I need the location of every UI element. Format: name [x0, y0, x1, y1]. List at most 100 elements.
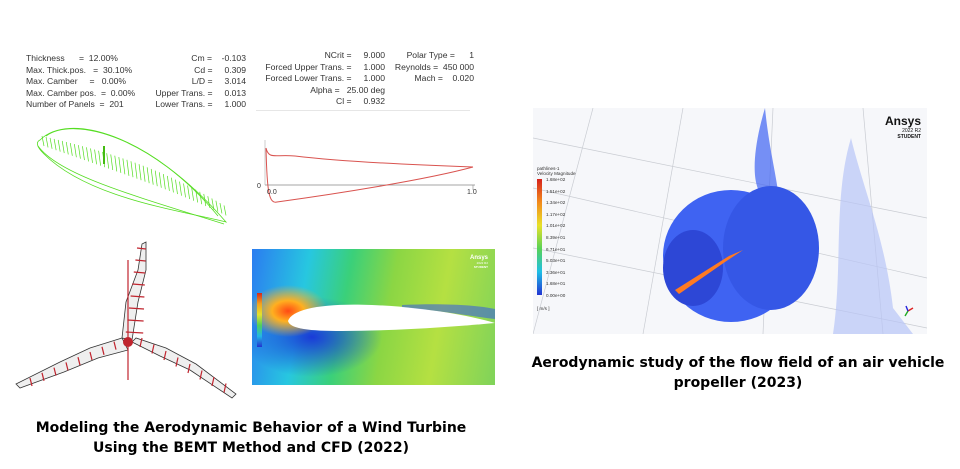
legend-level-label: 5.03e+01: [546, 258, 566, 264]
blade-section-line: [77, 357, 81, 366]
stat-cl: Cl = 0.932: [336, 96, 385, 107]
mesh-panel-line: [134, 162, 138, 179]
blade-left: [15, 337, 129, 389]
stat-thickness: Thickness = 12.00%: [26, 53, 118, 63]
mesh-panel-line: [57, 139, 61, 152]
legend-level-label: 6.71e+01: [546, 246, 566, 252]
legend-level-label: 8.39e+01: [546, 234, 566, 240]
stat-alpha: Alpha = 25.00 deg: [310, 84, 385, 95]
mesh-panel-line: [154, 170, 158, 187]
ansys-version-small: 2022 R2: [476, 261, 488, 265]
airfoil-stats-left: Thickness = 12.00% Max. Thick.pos. = 30.…: [26, 53, 136, 111]
stat-forced-lower: Forced Lower Trans. = 1.000: [265, 73, 385, 84]
mesh-panel-line: [65, 141, 69, 155]
legend-level-label: 1.17e+02: [546, 211, 566, 217]
mesh-panel-line: [45, 136, 49, 148]
mesh-panel-line: [138, 164, 142, 181]
mesh-panel-line: [61, 140, 65, 154]
cp-tick-zero-y: 0: [257, 183, 261, 190]
turbine-hub: [123, 337, 133, 347]
mesh-panel-line: [207, 196, 211, 208]
ansys-edition-small: STUDENT: [473, 265, 488, 269]
mesh-panel-line: [142, 165, 146, 182]
legend-level-label: 0.00e+00: [546, 292, 566, 298]
stat-upper-trans: Upper Trans. = 0.013: [155, 87, 246, 98]
stat-ld: L/D = 3.014: [191, 76, 246, 87]
stats-underline: [256, 110, 470, 111]
mesh-panel-line: [162, 174, 166, 190]
airfoil-panel-mesh: [36, 127, 228, 225]
mesh-panel-line: [150, 168, 154, 185]
stat-cm: Cm = -0.103: [191, 53, 246, 63]
airfoil-shape: [288, 304, 495, 331]
stat-mach: Mach = 0.020: [414, 73, 474, 84]
blade-right: [131, 337, 237, 399]
velocity-legend: pathlines-1 Velocity Magnitude 1.68e+02 1…: [537, 166, 597, 311]
blade-section-line: [139, 337, 143, 348]
cp-curve-upper: [265, 147, 474, 168]
mesh-panel-line: [78, 145, 81, 159]
stat-forced-upper: Forced Upper Trans. = 1.000: [265, 61, 385, 72]
ansys-brand-small: Ansys: [469, 255, 488, 261]
legend-level-label: 1.34e+02: [546, 200, 566, 206]
ansys-brand-large: Ansys: [884, 114, 921, 128]
mesh-panel-line: [106, 153, 110, 169]
mesh-panel-line: [126, 159, 130, 176]
blade-section-line: [41, 372, 45, 381]
legend-level-label: 1.68e+02: [546, 177, 566, 182]
cfd-legend-bar: [257, 293, 262, 347]
blade-section-line: [163, 350, 167, 361]
blade-section-line: [53, 367, 57, 376]
mesh-panel-line: [167, 175, 170, 191]
mesh-panel-line: [195, 189, 199, 203]
mesh-panel-line: [183, 183, 186, 198]
mesh-panel-line: [110, 154, 114, 171]
legend-colorbar: [537, 179, 542, 295]
mesh-panel-line: [86, 147, 89, 162]
mesh-panel-line: [118, 157, 122, 173]
mesh-panels: [41, 135, 227, 216]
blade-section-line: [223, 383, 227, 393]
blade-section-line: [127, 319, 144, 322]
cp-tick-x-start: 0.0: [267, 189, 277, 196]
blade-section-line: [29, 377, 33, 387]
stat-lower-trans: Lower Trans. = 1.000: [155, 99, 246, 110]
mesh-panel-line: [158, 172, 162, 188]
blade-section-line: [175, 357, 179, 367]
legend-unit: [ m/s ]: [537, 306, 550, 311]
stat-cd: Cd = 0.309: [194, 64, 246, 75]
flow-pathlines: [663, 108, 913, 334]
caption-propeller: Aerodynamic study of the flow field of a…: [531, 355, 945, 391]
mesh-panel-line: [90, 148, 93, 163]
wind-turbine-blade-model: [15, 241, 237, 399]
blade-section-line: [211, 376, 215, 387]
mesh-panel-line: [49, 137, 53, 149]
stat-ncrit: NCrit = 9.000: [324, 50, 385, 60]
airfoil-stats-right-a: NCrit = 9.000 Forced Upper Trans. = 1.00…: [255, 50, 385, 108]
mesh-panel-line: [175, 179, 178, 195]
propeller-scene: [533, 108, 927, 334]
mesh-panel-line: [179, 181, 182, 196]
mesh-panel-line: [223, 205, 227, 216]
mesh-panel-line: [171, 177, 174, 193]
blade-section-line: [199, 370, 203, 380]
stat-max-camber: Max. Camber = 0.00%: [26, 76, 127, 87]
mesh-panel-line: [114, 155, 118, 172]
mesh-panel-line: [94, 149, 97, 165]
blade-section-line: [187, 363, 191, 374]
stat-reynolds: Reynolds = 450 000: [394, 61, 474, 72]
ansys-badge-small: Ansys 2022 R2 STUDENT: [452, 255, 488, 269]
cp-tick-x-end: 1.0: [467, 189, 477, 196]
blade-section-line: [133, 271, 146, 274]
mesh-wireframe: [36, 127, 228, 225]
legend-subtitle: Velocity Magnitude: [537, 171, 576, 176]
stat-max-camber-pos: Max. Camber pos. = 0.00%: [26, 87, 136, 98]
blade-section-line: [130, 295, 145, 298]
mesh-panel-line: [219, 203, 223, 214]
blade-section-line: [113, 341, 117, 350]
blade-top: [121, 241, 147, 341]
blade-section-line: [136, 247, 147, 250]
mesh-panel-line: [203, 193, 207, 207]
legend-level-label: 1.01e+02: [546, 223, 566, 229]
stat-polar-type: Polar Type = 1: [406, 50, 474, 60]
